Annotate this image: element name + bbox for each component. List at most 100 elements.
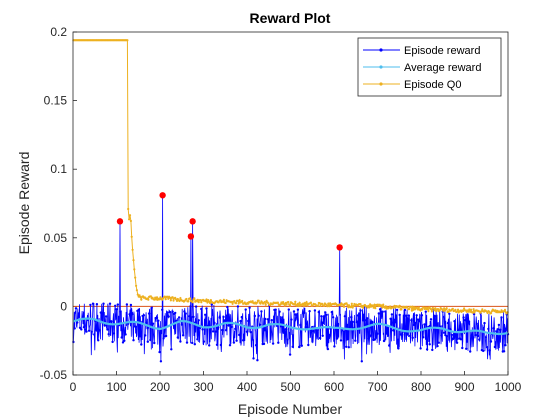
- episode-q0-point: [267, 302, 270, 305]
- y-tick-label: 0.15: [44, 94, 68, 108]
- episode-q0-point: [435, 309, 438, 313]
- x-tick-label: 1000: [495, 380, 522, 394]
- episode-reward-point: [145, 321, 148, 324]
- episode-reward-point: [219, 343, 223, 347]
- episode-reward-point: [367, 337, 370, 340]
- episode-reward-point: [418, 319, 421, 323]
- episode-reward-point: [104, 315, 108, 318]
- episode-reward-point: [204, 313, 207, 316]
- episode-q0-point: [222, 298, 225, 301]
- episode-q0-point: [191, 301, 194, 304]
- episode-q0-point: [469, 308, 473, 311]
- x-tick-label: 600: [324, 380, 344, 394]
- episode-reward-point: [497, 323, 501, 327]
- episode-q0-point: [328, 305, 331, 308]
- episode-q0-point: [175, 298, 178, 301]
- episode-reward-point: [300, 344, 303, 347]
- episode-q0-point: [436, 308, 440, 311]
- episode-reward-point: [274, 308, 277, 311]
- episode-q0-point: [298, 301, 301, 304]
- episode-q0-point: [434, 307, 437, 310]
- y-tick-label: 0.2: [50, 25, 67, 39]
- episode-reward-point: [406, 333, 409, 336]
- episode-reward-point: [208, 344, 211, 347]
- episode-reward-point: [384, 310, 387, 313]
- episode-reward-point: [488, 349, 491, 352]
- episode-reward-point: [410, 319, 413, 322]
- episode-q0-point: [305, 301, 308, 304]
- episode-reward-point: [215, 343, 219, 346]
- episode-reward-point: [205, 307, 208, 310]
- episode-reward-point: [140, 343, 143, 346]
- episode-q0-point: [382, 303, 385, 306]
- episode-q0-point: [209, 299, 212, 302]
- episode-q0-point: [347, 306, 350, 309]
- episode-q0-point: [359, 303, 362, 306]
- episode-reward-point: [110, 320, 113, 323]
- episode-reward-point: [388, 344, 391, 347]
- x-axis-label: Episode Number: [238, 401, 343, 417]
- episode-reward-point: [166, 311, 169, 314]
- episode-reward-point: [385, 332, 388, 335]
- episode-q0-markers: [72, 39, 509, 315]
- episode-reward-point: [78, 326, 82, 329]
- episode-reward-point: [200, 307, 203, 311]
- episode-q0-point: [372, 306, 375, 309]
- episode-q0-point: [172, 299, 175, 302]
- episode-q0-point: [282, 301, 285, 304]
- episode-q0-point: [348, 304, 351, 307]
- episode-reward-point: [266, 318, 270, 321]
- episode-q0-point: [179, 297, 182, 300]
- episode-q0-point: [175, 299, 179, 302]
- legend-marker-2: [379, 82, 383, 86]
- episode-reward-point: [131, 312, 134, 316]
- x-axis-ticks: 0 100 200 300 400 500 600 700 800 900 1000: [70, 371, 522, 394]
- episode-reward-point: [290, 318, 293, 321]
- episode-reward-point: [157, 319, 160, 322]
- episode-reward-point: [258, 323, 262, 326]
- episode-q0-point: [445, 307, 448, 310]
- episode-reward-point: [401, 333, 404, 336]
- episode-reward-point: [337, 322, 340, 326]
- episode-reward-point: [397, 347, 400, 350]
- episode-reward-point: [378, 308, 382, 311]
- episode-q0-point: [345, 302, 348, 305]
- episode-q0-point: [352, 304, 355, 307]
- episode-q0-point: [126, 39, 129, 42]
- episode-reward-point: [254, 344, 258, 347]
- episode-reward-point: [183, 310, 186, 313]
- episode-reward-point: [335, 337, 339, 340]
- episode-reward-point: [281, 316, 284, 319]
- y-tick-label: 0.05: [44, 231, 68, 245]
- episode-q0-point: [351, 306, 354, 309]
- episode-q0-point: [188, 297, 192, 300]
- episode-q0-point: [155, 296, 159, 299]
- episode-reward-point: [89, 303, 92, 307]
- episode-reward-point: [389, 317, 392, 320]
- episode-q0-point: [276, 301, 279, 304]
- episode-q0-point: [205, 298, 208, 301]
- episode-q0-point: [433, 309, 436, 312]
- episode-reward-point: [339, 339, 343, 342]
- x-tick-label: 700: [367, 380, 387, 394]
- episode-q0-point: [406, 306, 409, 309]
- episode-reward-point: [390, 313, 394, 316]
- episode-q0-point: [199, 299, 202, 302]
- episode-reward-point: [116, 303, 120, 306]
- episode-reward-point: [260, 310, 263, 313]
- spike-highlight-point: [116, 218, 124, 225]
- episode-reward-point: [487, 327, 490, 331]
- episode-q0-point: [412, 308, 415, 311]
- episode-reward-point: [137, 308, 140, 311]
- episode-reward-point: [351, 320, 354, 324]
- episode-reward-point: [185, 341, 189, 344]
- episode-q0-point: [503, 308, 507, 311]
- episode-reward-point: [446, 321, 450, 325]
- episode-q0-point: [231, 302, 234, 305]
- episode-q0-point: [369, 303, 372, 306]
- episode-reward-point: [428, 343, 431, 346]
- episode-q0-point: [207, 299, 210, 302]
- episode-reward-point: [431, 348, 434, 352]
- episode-reward-point: [121, 341, 125, 344]
